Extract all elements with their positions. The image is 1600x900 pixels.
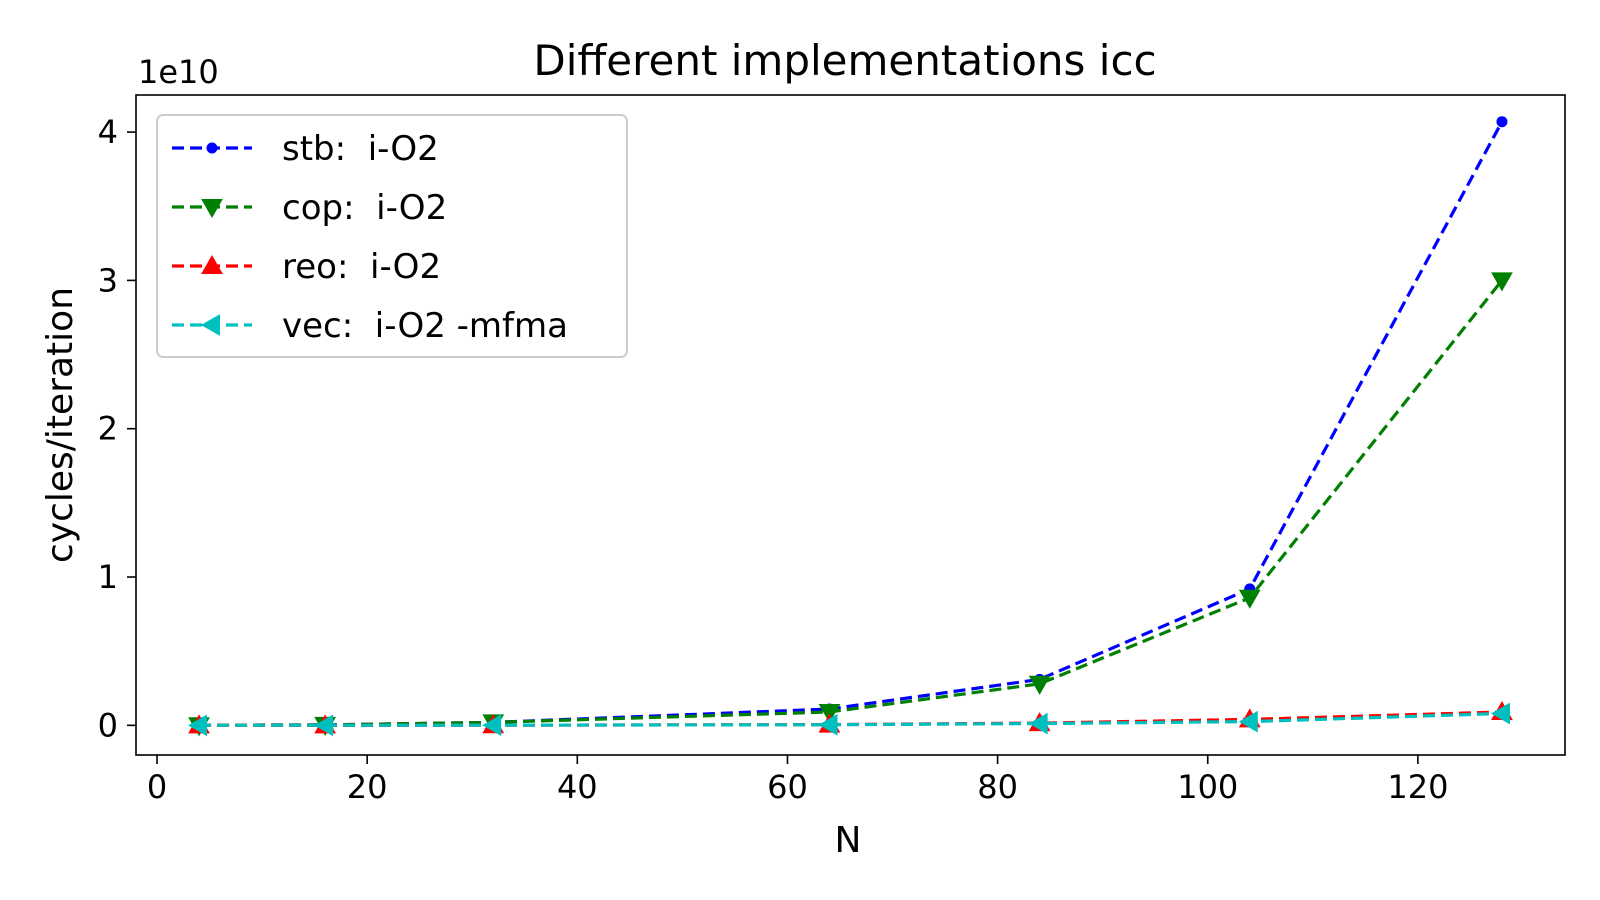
data-point (482, 714, 502, 737)
y-tick-label: 4 (98, 113, 118, 151)
legend-marker (206, 142, 218, 154)
chart-title: Different implementations icc (533, 36, 1156, 85)
series-layer (188, 116, 1513, 737)
ticks-layer: 0 20 40 60 80 100 120 0 1 2 3 4 (98, 113, 1449, 806)
legend-entry: cop: i-O2 (172, 188, 447, 228)
legend-label: stb: i-O2 (282, 129, 439, 169)
x-tick-label: 120 (1387, 768, 1448, 806)
data-point (1490, 702, 1510, 725)
y-tick-label: 3 (98, 261, 118, 299)
legend-label: cop: i-O2 (282, 188, 447, 228)
data-point (1028, 712, 1048, 735)
data-point (1238, 589, 1261, 609)
y-tick-label: 0 (98, 706, 118, 744)
x-tick-label: 40 (557, 768, 598, 806)
legend-marker (201, 199, 223, 219)
x-axis-label: N (835, 820, 862, 861)
x-tick-label: 0 (147, 768, 167, 806)
legend-marker (201, 254, 223, 274)
series-3 (188, 702, 1510, 737)
x-tick-label: 60 (767, 768, 808, 806)
y-axis-label: cycles/iteration (40, 287, 81, 563)
legend-label: reo: i-O2 (282, 247, 441, 287)
legend: stb: i-O2 cop: i-O2 reo: i-O2 vec: i-O2 -mf… (156, 114, 628, 358)
x-tick-label: 20 (347, 768, 388, 806)
legend-entry: stb: i-O2 (172, 129, 439, 169)
data-point (1028, 675, 1051, 695)
legend-marker (200, 314, 220, 336)
plot-frame (135, 94, 1566, 756)
x-tick-label: 100 (1177, 768, 1238, 806)
y-tick-label: 1 (98, 558, 118, 596)
legend-entry: vec: i-O2 -mfma (172, 306, 568, 346)
y-tick-label: 2 (98, 410, 118, 448)
y-offset-label: 1e10 (138, 53, 219, 91)
data-point (1238, 710, 1258, 733)
legend-entry: reo: i-O2 (172, 247, 441, 287)
x-tick-label: 80 (977, 768, 1018, 806)
data-point (818, 703, 841, 723)
data-point (1491, 272, 1513, 292)
data-point (188, 714, 208, 737)
data-point (818, 713, 838, 736)
data-point (1496, 116, 1508, 128)
data-point (314, 714, 334, 737)
legend-box (156, 114, 628, 358)
legend-label: vec: i-O2 -mfma (282, 306, 568, 346)
